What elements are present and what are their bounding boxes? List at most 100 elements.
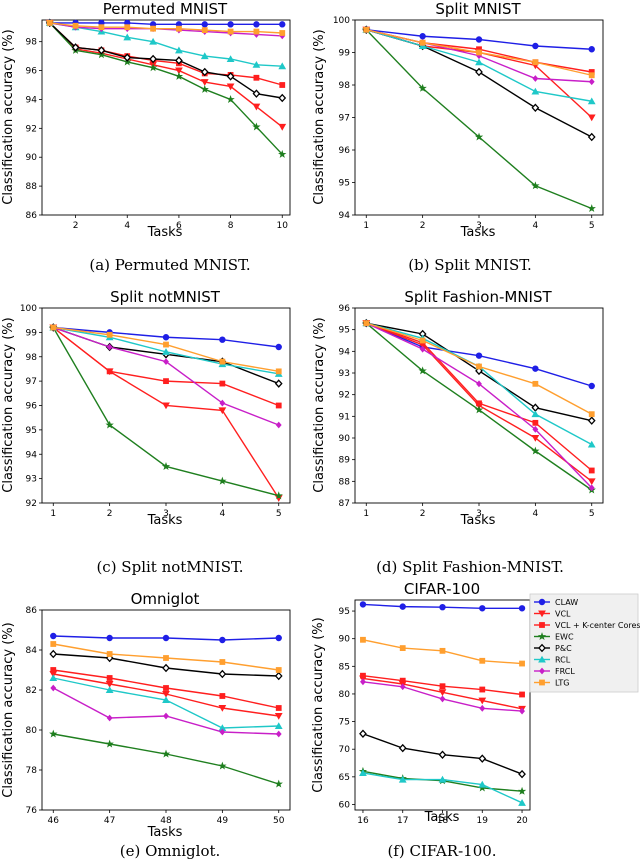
legend-marker (538, 598, 546, 606)
y-tick-label: 76 (26, 806, 38, 816)
data-point-ewc (517, 786, 527, 795)
legend-marker (539, 622, 545, 628)
legend-label: VCL (555, 610, 571, 619)
data-point-vcl-k-center-coreset (275, 705, 282, 711)
data-point-p-c (587, 416, 596, 425)
data-point-rcl (587, 440, 596, 448)
series-line-frcl (49, 22, 283, 37)
y-tick-label: 93 (26, 475, 37, 485)
y-axis-label: Classification accuracy (%) (1, 622, 16, 797)
x-tick-label: 18 (437, 816, 449, 826)
data-point-ltg (279, 30, 286, 36)
x-axis-label: Tasks (147, 825, 183, 840)
data-point-frcl (439, 695, 446, 703)
legend-label: VCL + K-center Coreset (555, 621, 640, 630)
data-point-ewc (226, 95, 235, 103)
figure-caption: (a) Permuted MNIST. (89, 256, 250, 274)
series-line-ewc (49, 22, 283, 155)
legend-entry-p-c: P&C (534, 643, 572, 653)
series-ewc (49, 729, 283, 788)
data-point-vcl (105, 681, 114, 688)
data-point-claw (588, 46, 595, 53)
data-point-ltg (532, 59, 539, 66)
data-point-ltg (163, 341, 169, 348)
data-point-vcl (531, 434, 540, 442)
x-axis-label: Tasks (460, 513, 496, 528)
data-point-p-c (200, 67, 209, 77)
y-tick-label: 96 (339, 304, 351, 314)
data-point-rcl (175, 46, 183, 54)
x-tick-label: 50 (273, 816, 285, 826)
data-point-ewc (274, 779, 283, 788)
series-vcl-k-center-coreset (46, 19, 286, 88)
data-point-claw (275, 634, 282, 642)
data-point-ewc (278, 149, 287, 158)
data-point-rcl (274, 722, 283, 729)
data-point-frcl (50, 684, 57, 692)
data-point-claw (475, 352, 483, 359)
data-point-vcl-k-center-coreset (219, 380, 226, 387)
series-frcl (50, 684, 282, 738)
data-point-p-c (274, 671, 283, 681)
series-claw (50, 632, 282, 644)
data-point-rcl (162, 696, 170, 703)
y-axis-label: Classification accuracy (%) (1, 317, 16, 492)
series-claw (359, 601, 526, 612)
data-point-ewc (105, 739, 114, 748)
data-point-p-c (252, 89, 261, 98)
data-point-ltg (479, 657, 486, 664)
legend-entry-ewc: EWC (534, 632, 574, 642)
series-ltg (46, 19, 286, 36)
y-tick-label: 80 (339, 690, 351, 700)
data-point-rcl (475, 58, 483, 66)
data-point-rcl (49, 674, 58, 681)
y-tick-label: 65 (339, 773, 350, 783)
data-point-claw (50, 632, 57, 640)
chart-permuted-mnist: 86 88 90 92 94 96 98 2 4 6 8 10 Permuted MNIST Tasks C… (1, 0, 291, 274)
data-point-p-c (162, 663, 170, 673)
data-point-ltg (360, 636, 366, 643)
data-point-claw (219, 636, 226, 644)
data-point-rcl (518, 799, 526, 806)
series-claw (363, 319, 595, 390)
data-point-ewc (218, 476, 227, 485)
chart-split-fashion-mnist: 87 88 89 90 91 92 93 94 95 96 1 2 3 4 5 Split Fashion-M… (312, 288, 604, 576)
x-axis-label: Tasks (460, 225, 496, 240)
x-tick-label: 16 (357, 816, 369, 826)
series-ltg (363, 26, 595, 79)
x-tick-label: 6 (176, 221, 182, 231)
data-point-ewc (148, 63, 158, 72)
y-tick-label: 82 (26, 686, 37, 696)
data-point-vcl-k-center-coreset (588, 467, 595, 474)
data-point-vcl-k-center-coreset (106, 368, 113, 375)
data-point-ewc (274, 491, 283, 500)
data-point-ltg (519, 660, 525, 667)
data-point-frcl (399, 683, 406, 691)
data-point-claw (219, 336, 226, 343)
data-point-claw (201, 21, 208, 28)
data-point-frcl (532, 425, 539, 433)
data-point-claw (419, 33, 426, 40)
data-point-vcl-k-center-coreset (279, 82, 286, 88)
x-tick-label: 49 (217, 816, 229, 826)
x-tick-label: 2 (73, 221, 79, 231)
data-point-ewc (531, 446, 540, 455)
chart-omniglot: 76 78 80 82 84 86 46 47 48 49 50 Omniglot Tasks Class… (1, 590, 291, 860)
data-point-ewc (531, 181, 540, 190)
data-point-frcl (219, 728, 226, 736)
y-tick-label: 95 (339, 326, 350, 336)
data-point-vcl (478, 697, 487, 705)
data-point-rcl (531, 410, 540, 418)
data-point-ltg (50, 641, 57, 647)
y-tick-label: 75 (339, 718, 350, 728)
data-point-frcl (106, 714, 113, 722)
data-point-vcl-k-center-coreset (106, 675, 113, 681)
data-point-frcl (476, 380, 482, 388)
data-point-ewc (218, 761, 227, 770)
data-point-p-c (518, 769, 526, 779)
data-point-vcl (218, 407, 227, 415)
data-point-vcl-k-center-coreset (476, 400, 482, 407)
data-point-p-c (475, 366, 483, 376)
series-p-c (49, 649, 283, 681)
data-point-frcl (532, 75, 539, 82)
